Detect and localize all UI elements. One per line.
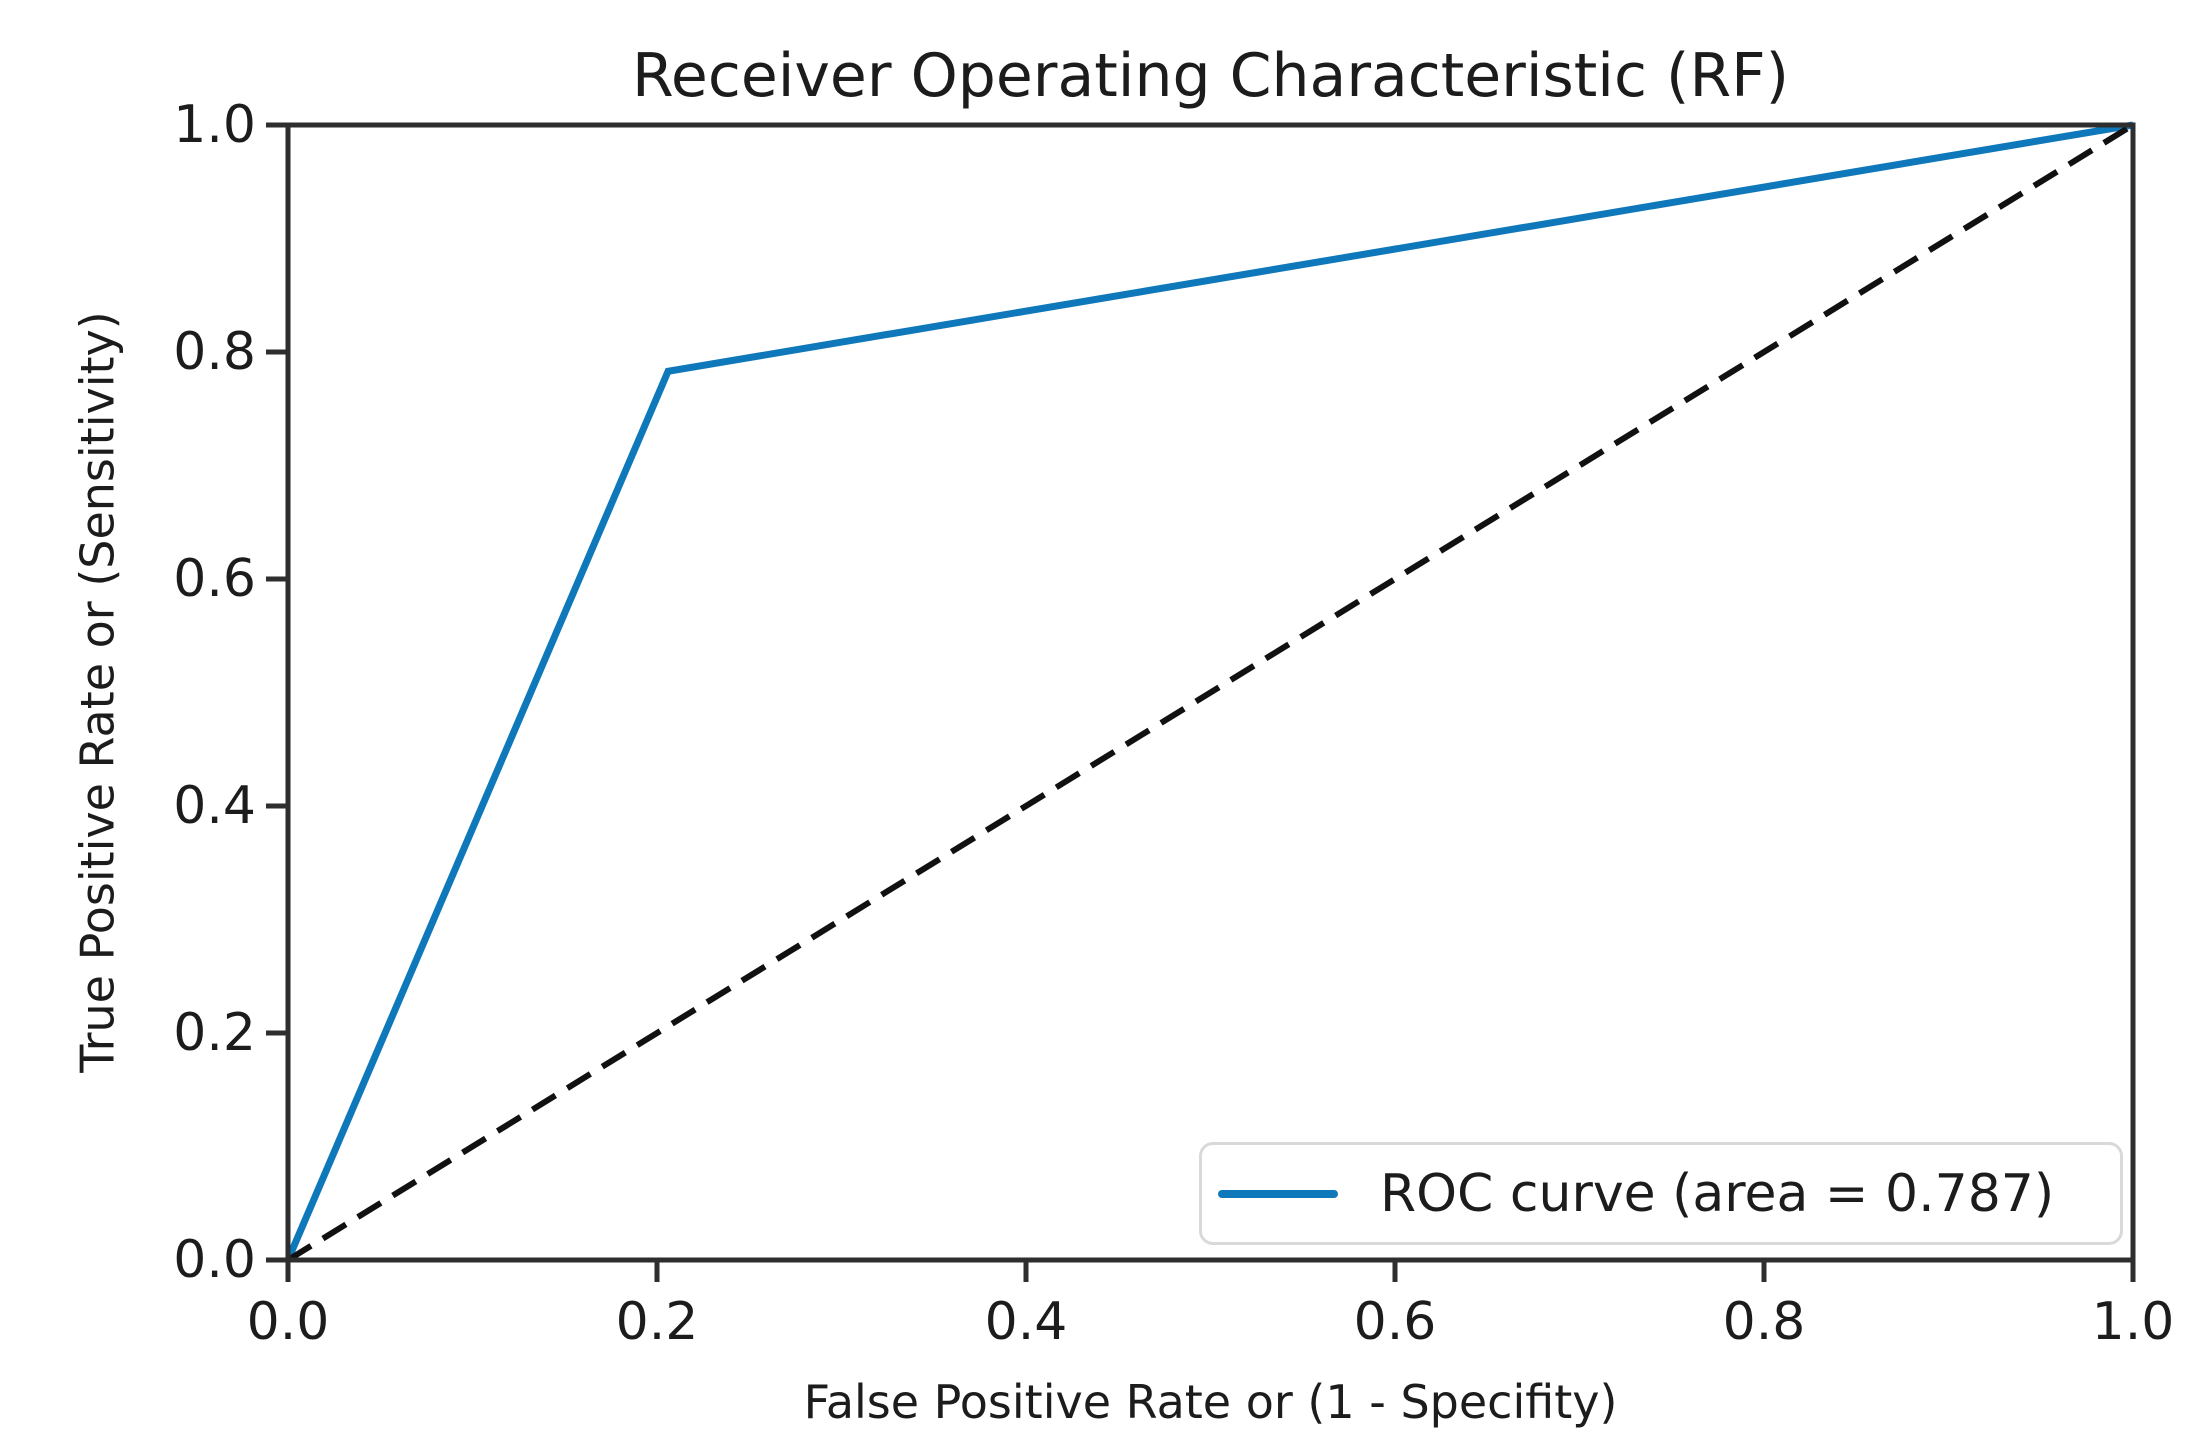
chart-title: Receiver Operating Characteristic (RF) (631, 41, 1790, 111)
legend: ROC curve (area = 0.787) (1199, 1142, 2123, 1245)
y-tick-label: 0.0 (173, 1230, 256, 1290)
y-tick-label: 0.2 (173, 1003, 256, 1063)
x-tick-label: 1.0 (2091, 1292, 2175, 1352)
y-tick-label: 0.8 (173, 322, 256, 382)
x-tick-label: 0.0 (246, 1292, 330, 1352)
x-axis-label: False Positive Rate or (1 - Specifity) (803, 1375, 1618, 1429)
x-tick-label: 0.6 (1353, 1292, 1437, 1352)
chance-diagonal-line (286, 122, 2135, 1263)
axes-spines (285, 122, 2136, 1263)
roc-curve-line-swatch (1218, 1189, 1338, 1198)
x-tick-label: 0.2 (615, 1292, 699, 1352)
y-axis-label: True Positive Rate or (Sensitivity) (70, 311, 125, 1073)
y-tick-label: 0.6 (173, 549, 256, 609)
roc-curve-line (284, 121, 2134, 1262)
y-tick-label: 1.0 (173, 95, 256, 155)
x-tick-label: 0.8 (1722, 1292, 1806, 1352)
y-tick-label: 0.4 (173, 776, 256, 836)
legend-label: ROC curve (area = 0.787) (1380, 1163, 2055, 1224)
x-tick-label: 0.4 (984, 1292, 1068, 1352)
